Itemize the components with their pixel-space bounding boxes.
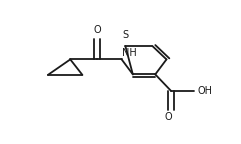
Text: O: O	[165, 112, 172, 122]
Text: S: S	[122, 30, 128, 40]
Text: OH: OH	[197, 86, 212, 96]
Text: NH: NH	[122, 48, 137, 58]
Text: O: O	[94, 25, 101, 35]
